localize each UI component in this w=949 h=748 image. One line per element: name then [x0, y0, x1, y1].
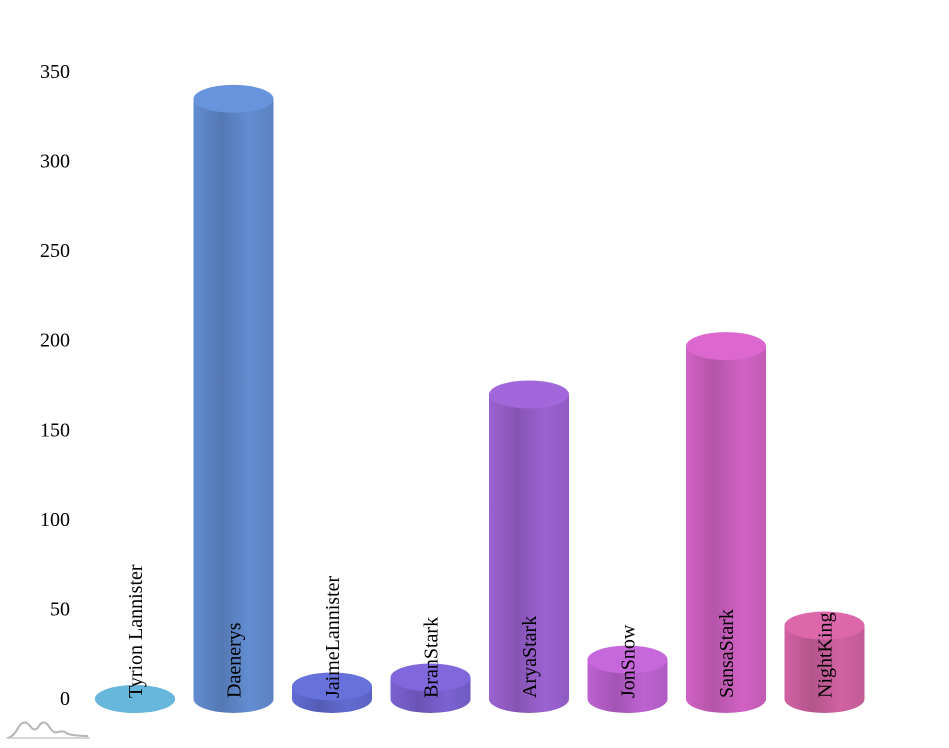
bar-top: [587, 645, 668, 674]
y-tick-label: 150: [40, 419, 70, 441]
bar-body: [587, 659, 668, 713]
category-label: Tyrion Lannister: [125, 564, 147, 698]
category-label: SansaStark: [716, 609, 738, 698]
bar-top: [489, 380, 569, 409]
y-tick-label: 50: [50, 598, 70, 620]
bar-top: [292, 672, 372, 701]
bar-top: [390, 663, 471, 692]
bar-body: [489, 394, 569, 713]
bar-body: [193, 98, 274, 713]
category-label: BranStark: [421, 617, 443, 698]
bar-daenerys[interactable]: [193, 84, 274, 713]
bar-jonsnow[interactable]: [587, 645, 668, 713]
category-label: Daenerys: [224, 622, 246, 698]
y-axis: 0 50 100 150 200 250 300 350: [40, 61, 70, 710]
bar-tyrion-lannister[interactable]: [95, 685, 175, 713]
y-tick-label: 300: [40, 151, 70, 173]
y-tick-label: 350: [40, 61, 70, 83]
amcharts-logo-icon: [6, 721, 90, 739]
bar-top: [784, 611, 865, 640]
category-labels: Tyrion Lannister Daenerys JaimeLannister Br…: [125, 564, 837, 698]
bar-body: [686, 346, 766, 713]
category-label: AryaStark: [519, 616, 541, 698]
bar-top: [95, 685, 175, 713]
bar-top: [686, 332, 766, 361]
category-label: JaimeLannister: [322, 575, 344, 698]
bar-jaimelannister[interactable]: [292, 672, 372, 713]
y-tick-label: 100: [40, 509, 70, 531]
bar-top: [193, 84, 274, 113]
bar-sansastark[interactable]: [686, 332, 766, 713]
y-tick-label: 250: [40, 240, 70, 262]
y-tick-label: 0: [60, 688, 70, 710]
bar-body: [784, 625, 865, 713]
bars: [95, 84, 865, 713]
category-label: JonSnow: [618, 624, 640, 698]
category-label: NightKing: [815, 612, 837, 698]
y-tick-label: 200: [40, 330, 70, 352]
bar-branstark[interactable]: [390, 663, 471, 713]
bar-nightking[interactable]: [784, 611, 865, 713]
bar-aryastark[interactable]: [489, 380, 569, 713]
